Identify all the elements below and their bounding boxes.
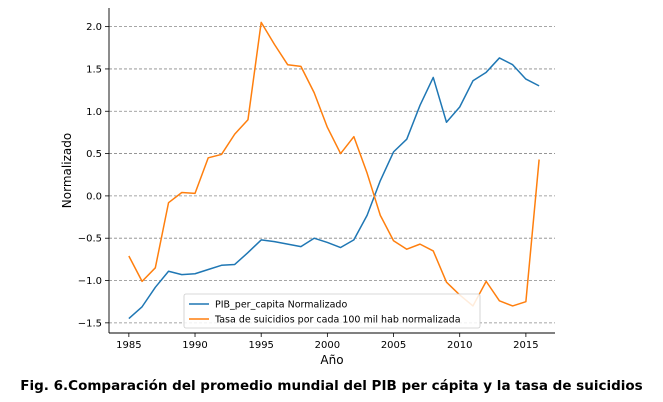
legend: PIB_per_capita Normalizado Tasa de suicid… <box>183 293 481 329</box>
x-tick-label: 2015 <box>513 340 538 351</box>
series-line-1 <box>128 57 540 320</box>
axes <box>108 8 555 334</box>
y-tick-label: 1.5 <box>86 64 102 75</box>
legend-box <box>183 293 481 329</box>
y-tick-label: −0.5 <box>78 234 102 245</box>
figure-caption: Fig. 6.Comparación del promedio mundial … <box>20 378 643 394</box>
series-lines <box>128 21 540 320</box>
y-tick-label: 2.0 <box>86 22 102 33</box>
y-tick-label: −1.0 <box>78 276 102 287</box>
y-tick-label: −1.5 <box>78 318 102 329</box>
x-tick-label: 2010 <box>447 340 472 351</box>
legend-label-1: PIB_per_capita Normalizado <box>215 300 347 311</box>
y-tick-label: 0.0 <box>86 191 102 202</box>
x-tick-label: 1990 <box>182 340 207 351</box>
x-axis-label: Año <box>320 353 343 367</box>
legend-label-2: Tasa de suicidios por cada 100 mil hab n… <box>214 315 461 326</box>
x-tick-label: 1995 <box>248 340 273 351</box>
y-axis-ticks: −1.5 −1.0 −0.5 0.0 0.5 1.0 1.5 2.0 <box>78 22 109 329</box>
y-tick-label: 1.0 <box>86 107 102 118</box>
x-tick-label: 2000 <box>315 340 340 351</box>
y-grid-lines <box>109 26 555 324</box>
y-tick-label: 0.5 <box>86 149 102 160</box>
y-axis-label: Normalizado <box>60 133 74 208</box>
x-axis-ticks: 1985 1990 1995 2000 2005 2010 2015 <box>116 333 539 351</box>
x-tick-label: 2005 <box>381 340 406 351</box>
x-tick-label: 1985 <box>116 340 141 351</box>
series-line-2 <box>128 21 540 307</box>
